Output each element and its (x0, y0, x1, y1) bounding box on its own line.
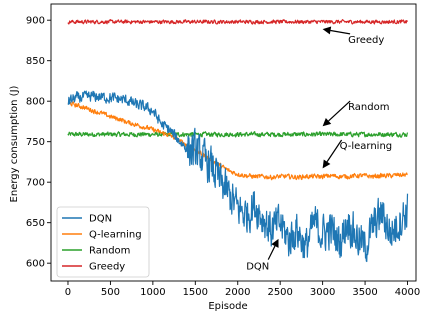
legend: DQN Q-learning Random Greedy (56, 206, 150, 278)
legend-label-q-learning: Q-learning (89, 230, 142, 241)
x-tick-label: 2000 (225, 287, 250, 298)
y-tick-label: 900 (26, 16, 45, 27)
annotation-layer: Greedy Random Q-learning DQN (246, 26, 393, 273)
annotation-arrow-head (322, 117, 332, 127)
y-tick-label: 650 (26, 218, 45, 229)
annotation-arrow-line (326, 139, 343, 163)
legend-label-greedy: Greedy (89, 262, 125, 273)
y-tick-label: 600 (26, 259, 45, 270)
annotation-arrow-head (322, 26, 332, 35)
x-tick-label: 3500 (352, 287, 377, 298)
plot-frame (50, 3, 417, 282)
y-tick-label: 800 (26, 97, 45, 108)
annotation-dqn: DQN (246, 262, 269, 273)
x-tick-label: 3000 (310, 287, 335, 298)
annotation-arrow-head (271, 238, 279, 248)
annotation-arrow-head (322, 159, 331, 169)
annotation-arrow-line (328, 100, 351, 122)
legend-label-random: Random (89, 246, 130, 257)
annotation-arrow-line (330, 29, 351, 35)
series-line-q-learning (67, 101, 408, 181)
legend-label-dqn: DQN (89, 214, 112, 225)
x-tick-label: 0 (65, 287, 71, 298)
annotation-greedy: Greedy (348, 35, 384, 46)
series-line-random (67, 131, 409, 138)
y-tick-label: 750 (26, 137, 45, 148)
annotation-random: Random (348, 102, 389, 113)
x-tick-label: 500 (101, 287, 120, 298)
y-axis-label: Energy consumption (J) (9, 85, 20, 202)
x-axis-label: Episode (208, 301, 247, 312)
x-tick-label: 2500 (267, 287, 292, 298)
annotation-arrow-line (267, 245, 276, 260)
x-tick-label: 4000 (395, 287, 420, 298)
y-tick-label: 700 (26, 178, 45, 189)
series-line-greedy (67, 19, 409, 25)
y-tick-label: 850 (26, 56, 45, 67)
legend-box (56, 206, 150, 278)
x-tick-label: 1500 (183, 287, 208, 298)
series-line-dqn (67, 90, 409, 263)
series-layer (67, 19, 409, 263)
annotation-q-learning: Q-learning (340, 141, 393, 152)
axes-layer: 0 500 1000 1500 2000 2500 3000 3500 4000 600 650 70… (26, 3, 420, 298)
x-tick-label: 1000 (140, 287, 165, 298)
